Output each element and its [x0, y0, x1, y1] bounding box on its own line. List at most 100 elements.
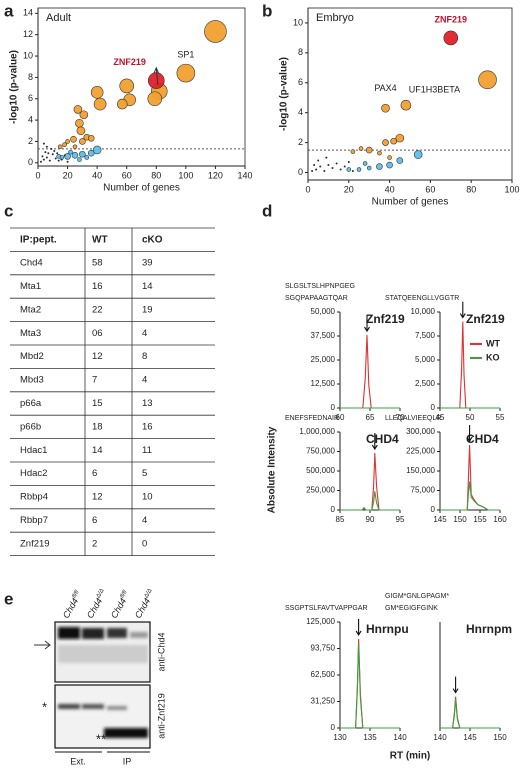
table-cell: 11 — [142, 445, 152, 456]
peptide-sequence: ENEFSFEDNAIR — [285, 415, 339, 422]
peptide-sequence: LLEQALVIEEQLR — [385, 415, 441, 422]
point — [79, 150, 86, 158]
peptide-sequence: SGQPAPAAGTQAR — [285, 295, 348, 302]
y-tick-label: 0 — [298, 167, 303, 177]
protein-label: CHD4 — [466, 432, 499, 446]
point — [351, 170, 354, 173]
x-tick-label: 85 — [336, 515, 345, 524]
point — [79, 110, 89, 120]
point — [68, 149, 73, 155]
point — [319, 165, 322, 168]
table-header: IP:pept. — [20, 234, 57, 245]
point — [57, 144, 63, 150]
table-cell: 2 — [92, 538, 97, 549]
table-cell: Chd4 — [20, 258, 43, 269]
peptide-sequence: GM*EGIGFGINK — [385, 605, 438, 612]
point — [76, 126, 86, 136]
band-mark: ** — [96, 731, 106, 746]
point — [313, 164, 316, 167]
point — [339, 168, 342, 171]
table-header: cKO — [142, 234, 163, 245]
y-tick-label: 6 — [28, 93, 33, 103]
y-tick-label: 5,000 — [415, 355, 436, 364]
x-tick-label: 40 — [385, 184, 395, 194]
y-tick-label: 6 — [298, 77, 303, 87]
table-cell: 39 — [142, 258, 153, 269]
x-tick-label: 45 — [436, 413, 445, 422]
x-tick-label: 140 — [237, 170, 252, 180]
chromatogram-line — [440, 699, 500, 729]
x-tick-label: 80 — [151, 170, 161, 180]
protein-label: Hnrnpu — [366, 622, 409, 636]
point — [93, 97, 107, 111]
peptide-sequence: STATQEENGLLVGGTR — [385, 295, 459, 302]
table-cell: 14 — [92, 445, 103, 456]
lane-gene: Chd4 — [85, 597, 104, 621]
point — [147, 72, 165, 89]
peak-arrow — [459, 301, 466, 319]
point — [396, 157, 404, 164]
lane-gene: Chd4 — [133, 597, 152, 621]
legend-label: WT — [486, 338, 500, 348]
point — [57, 159, 60, 162]
point — [92, 145, 102, 155]
point — [77, 157, 82, 162]
peak-arrow — [364, 315, 370, 333]
point — [63, 154, 66, 157]
point — [51, 153, 54, 156]
point — [413, 150, 423, 159]
point — [315, 168, 318, 171]
x-tick-label: 145 — [463, 733, 477, 742]
table-cell: 7 — [92, 375, 97, 386]
western-blot — [34, 621, 151, 753]
band — [107, 706, 127, 710]
peak-arrow — [452, 676, 459, 694]
point — [62, 142, 67, 147]
y-tick-label: 1,000,000 — [299, 427, 335, 436]
chart-title: Embryo — [316, 12, 354, 24]
table-cell: 6 — [92, 468, 97, 479]
point — [204, 20, 227, 43]
point — [311, 170, 314, 173]
point — [356, 167, 362, 172]
table-cell: p66b — [20, 421, 41, 432]
y-tick-label: 2 — [28, 136, 33, 146]
y-tick-label: 4 — [28, 114, 33, 124]
y-tick-label: 50,000 — [311, 307, 336, 316]
point — [317, 159, 320, 162]
chromatogram-line — [440, 696, 500, 729]
table-cell: 5 — [142, 468, 147, 479]
x-tick-label: 100 — [178, 170, 193, 180]
point — [41, 155, 44, 158]
chart-title: Adult — [46, 12, 71, 24]
x-tick-label: 135 — [363, 733, 377, 742]
y-tick-label: 31,250 — [311, 697, 336, 706]
band — [82, 704, 104, 709]
table-cell: 0 — [142, 538, 147, 549]
lane-genotype: fl/fl — [119, 589, 128, 599]
annotation: ZNF219 — [435, 14, 468, 24]
x-tick-label: 160 — [493, 515, 507, 524]
y-tick-label: 0 — [331, 505, 336, 514]
point — [176, 63, 196, 83]
table-cell: Rbbp7 — [20, 515, 48, 526]
table-cell: 06 — [92, 328, 103, 339]
point — [60, 158, 63, 161]
table-cell: Mbd2 — [20, 351, 44, 362]
x-axis-label: Number of genes — [103, 183, 180, 194]
y-tick-label: 225,000 — [406, 447, 435, 456]
peptide-sequence: GIGM*GNLGPAGM* — [385, 593, 449, 600]
point — [343, 165, 346, 168]
peptide-sequence: SSGPTSLFAVTVAPPGAR — [285, 605, 368, 612]
table-cell: 18 — [92, 421, 103, 432]
point — [56, 152, 59, 155]
lane-label: Chd4fl/fl — [60, 589, 84, 620]
panel-label: d — [262, 201, 272, 220]
y-tick-label: 75,000 — [411, 486, 436, 495]
y-tick-label: 750,000 — [306, 447, 335, 456]
point — [44, 151, 47, 154]
y-tick-label: 12 — [23, 29, 33, 39]
table-cell: Hdac2 — [20, 468, 47, 479]
lane-genotype: Δ/Δ — [95, 588, 106, 600]
x-tick-label: 70 — [396, 413, 405, 422]
